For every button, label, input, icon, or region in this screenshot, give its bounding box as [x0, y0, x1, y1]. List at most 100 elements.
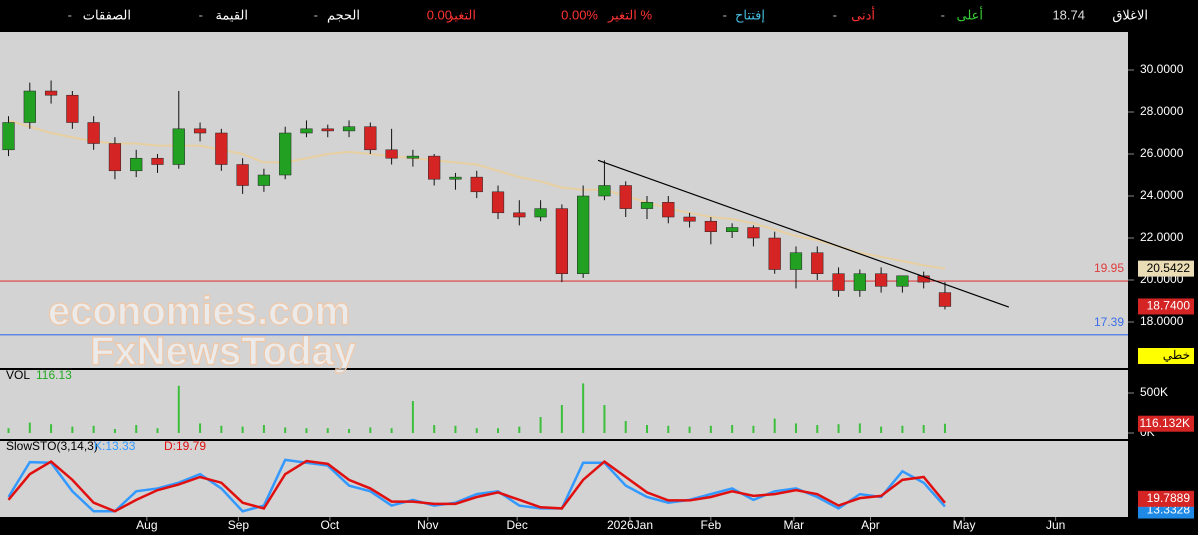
x-tick-label: Oct — [321, 518, 340, 532]
candle-body — [726, 227, 739, 232]
x-tick-label: Nov — [417, 518, 438, 532]
volume-bar — [71, 426, 74, 433]
value-tag — [1138, 298, 1194, 315]
candle-body — [385, 149, 398, 159]
value-tag-label: 116.132K — [1140, 416, 1191, 430]
volume-bar — [262, 425, 265, 433]
volume-bar — [837, 424, 840, 433]
trendline — [597, 159, 1010, 308]
candle-body — [193, 128, 207, 134]
candle-body — [811, 252, 824, 274]
volume-bar — [326, 428, 329, 433]
y-tick-label: 24.0000 — [1140, 188, 1184, 202]
header-value: - — [941, 7, 945, 22]
x-tick-label: Feb — [701, 518, 722, 532]
value-tag — [1138, 260, 1194, 277]
header-label: القيمة — [215, 7, 248, 22]
candle-body — [321, 128, 334, 132]
candle-body — [236, 164, 249, 186]
legend-entry: D:19.79 — [164, 439, 206, 453]
candle-body — [555, 208, 568, 274]
volume-bar — [305, 428, 308, 433]
candle-body — [768, 237, 781, 270]
volume-bar — [858, 423, 861, 433]
volume-bar — [560, 405, 563, 433]
volume-bar — [709, 425, 712, 433]
volume-bar — [667, 425, 670, 433]
panel-title: SlowSTO(3,14,3) — [6, 439, 98, 453]
x-tick-label: Aug — [136, 518, 157, 532]
y-tick-label: 28.0000 — [1140, 104, 1184, 118]
volume-bar — [731, 425, 734, 433]
volume-bar — [7, 428, 10, 433]
header-label: الصفقات — [83, 7, 131, 22]
candle-body — [619, 185, 632, 209]
x-tick-label: Apr — [861, 518, 880, 532]
volume-bar — [582, 383, 585, 433]
value-tag-label: 20.5422 — [1147, 261, 1191, 275]
volume-bar — [113, 429, 116, 433]
header-value: - — [833, 7, 837, 22]
indicator-line — [7, 459, 946, 513]
x-tick-label: 2026Jan — [607, 518, 653, 532]
candle-body — [598, 185, 611, 197]
volume-bar — [794, 423, 797, 433]
indicator-line — [7, 458, 946, 513]
volume-bar — [943, 423, 946, 433]
candle-body — [470, 176, 483, 193]
candle-body — [364, 126, 377, 151]
volume-bar — [199, 423, 202, 433]
volume-bar — [241, 426, 244, 433]
header-value: - — [723, 7, 727, 22]
header-label: أدنى — [851, 6, 875, 22]
volume-bar — [497, 428, 500, 433]
volume-bar — [369, 427, 372, 433]
candle-body — [342, 126, 356, 132]
volume-bar — [284, 427, 287, 433]
candle-body — [44, 90, 58, 96]
candle-body — [513, 212, 526, 218]
header-label: إفتتاح — [735, 7, 765, 23]
candle-body — [938, 292, 952, 307]
level-label: 17.39 — [1094, 315, 1124, 329]
candle-body — [130, 157, 143, 172]
candle-body — [428, 155, 441, 180]
x-tick-label: Mar — [784, 518, 805, 532]
candle-body — [151, 157, 164, 165]
volume-bar — [135, 425, 138, 433]
volume-bar — [688, 426, 691, 433]
value-tag — [1138, 415, 1194, 432]
panel-value: 116.13 — [36, 368, 72, 382]
moving-average — [8, 119, 946, 270]
volume-bar — [433, 425, 436, 433]
watermark: FxNewsToday — [90, 330, 357, 374]
header-value: - — [199, 7, 203, 22]
header-value: 0.00% — [561, 7, 598, 22]
header-value: 0.00 — [427, 7, 452, 22]
volume-bar — [156, 428, 159, 433]
x-axis-bar — [72, 517, 1128, 535]
candle-body — [491, 191, 505, 214]
volume-panel — [0, 370, 1128, 439]
candle-body — [215, 132, 228, 165]
volume-bar — [92, 425, 95, 433]
candle-body — [300, 128, 313, 134]
y-tick-label: 500K — [1140, 385, 1168, 399]
candle-body — [449, 176, 462, 180]
header-label: الحجم — [327, 7, 360, 23]
legend-entry: K:13.33 — [94, 439, 136, 453]
volume-bar — [177, 385, 180, 433]
y-tick-label: 26.0000 — [1140, 146, 1184, 160]
volume-bar — [390, 428, 393, 433]
volume-bar — [220, 425, 223, 433]
value-tag-label: 19.7889 — [1147, 491, 1191, 505]
x-tick-label: Jun — [1046, 518, 1065, 532]
candle-body — [406, 155, 419, 159]
volume-bar — [28, 422, 31, 433]
line-style-label: خطي — [1163, 348, 1190, 362]
volume-bar — [475, 428, 478, 433]
candle-body — [896, 275, 909, 287]
header-label: أعلى — [956, 6, 983, 22]
header-value: 18.74 — [1052, 7, 1085, 22]
